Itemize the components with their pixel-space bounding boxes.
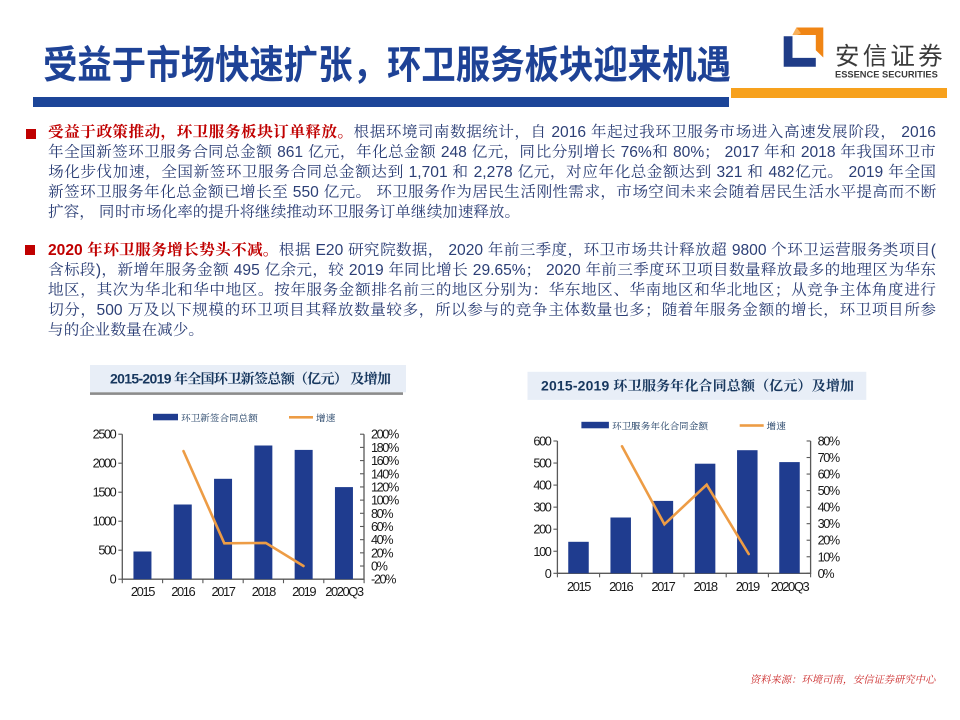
svg-text:100%: 100% [371,494,399,508]
svg-text:60%: 60% [818,468,840,482]
svg-text:0%: 0% [371,560,388,574]
svg-text:环卫服务年化合同金额: 环卫服务年化合同金额 [612,421,708,433]
svg-text:2017: 2017 [651,579,675,594]
svg-text:70%: 70% [818,451,840,465]
svg-text:1000: 1000 [93,515,117,529]
svg-text:140%: 140% [371,467,399,481]
svg-text:600: 600 [533,435,551,449]
svg-text:500: 500 [98,544,116,558]
svg-text:80%: 80% [371,507,393,521]
svg-text:2015: 2015 [567,579,591,594]
svg-text:2016: 2016 [171,584,195,599]
svg-text:2020Q3: 2020Q3 [771,579,810,594]
svg-text:200%: 200% [371,428,399,442]
svg-text:160%: 160% [371,454,399,468]
svg-text:20%: 20% [818,534,840,548]
svg-text:300: 300 [533,501,551,515]
svg-text:10%: 10% [818,550,840,564]
svg-text:20%: 20% [371,546,393,560]
svg-text:0: 0 [545,567,552,581]
svg-text:ESSENCE SECURITIES: ESSENCE SECURITIES [835,70,938,80]
svg-text:2015: 2015 [131,584,155,599]
svg-text:2020Q3: 2020Q3 [325,584,364,599]
svg-text:0: 0 [110,573,117,587]
svg-text:2016: 2016 [609,579,633,594]
svg-text:400: 400 [533,479,551,493]
svg-text:60%: 60% [371,520,393,534]
svg-text:2000: 2000 [93,457,117,471]
svg-text:30%: 30% [818,517,840,531]
svg-text:80%: 80% [818,434,840,448]
svg-text:500: 500 [533,457,551,471]
svg-text:200: 200 [533,523,551,537]
svg-text:100: 100 [533,545,551,559]
svg-text:2018: 2018 [252,584,276,599]
svg-text:2019: 2019 [736,579,760,594]
svg-text:2015-2019 环卫服务年化合同总额（亿元）及增加: 2015-2019 环卫服务年化合同总额（亿元）及增加 [541,378,854,394]
svg-text:180%: 180% [371,441,399,455]
svg-text:50%: 50% [818,484,840,498]
svg-text:2500: 2500 [93,428,117,442]
svg-text:2019: 2019 [292,584,316,599]
svg-text:增速: 增速 [316,413,336,425]
svg-text:120%: 120% [371,480,399,494]
svg-text:40%: 40% [818,501,840,515]
svg-text:-20%: -20% [371,573,396,587]
svg-text:0%: 0% [818,567,835,581]
svg-text:2017: 2017 [212,584,236,599]
svg-text:1500: 1500 [93,486,117,500]
svg-text:2015-2019 年全国环卫新签总额（亿元） 及增加: 2015-2019 年全国环卫新签总额（亿元） 及增加 [110,371,391,387]
svg-text:增速: 增速 [767,421,787,433]
svg-text:2018: 2018 [694,579,718,594]
svg-text:安信证券: 安信证券 [835,43,946,71]
svg-text:环卫新签合同总额: 环卫新签合同总额 [181,413,258,425]
svg-text:40%: 40% [371,533,393,547]
